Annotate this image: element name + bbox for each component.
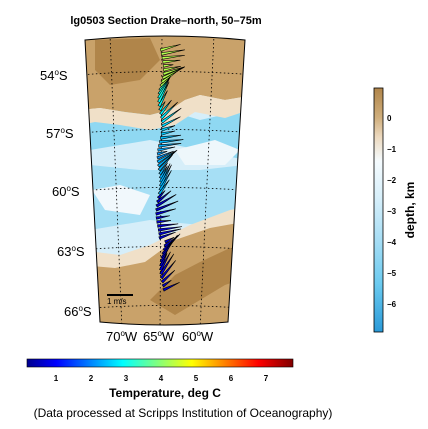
velocity-vector-2 bbox=[161, 55, 185, 60]
velocity-vector-18 bbox=[160, 107, 182, 124]
temp-tick-6: 6 bbox=[229, 374, 234, 383]
depth-ticks: 0 −1 −2 −3 −4 −5 −6 bbox=[387, 114, 397, 309]
velocity-vector-6 bbox=[162, 66, 185, 76]
temp-tick-1: 1 bbox=[54, 374, 59, 383]
velocity-vector-5 bbox=[162, 66, 181, 72]
lat-label-66: 66oS bbox=[64, 304, 92, 319]
velocity-vector-34 bbox=[158, 164, 172, 188]
deep-ocean-band-2 bbox=[90, 165, 245, 230]
velocity-vector-48 bbox=[164, 236, 175, 244]
velocity-vector-20 bbox=[161, 125, 176, 132]
temp-tick-3: 3 bbox=[124, 374, 129, 383]
velocity-vector-39 bbox=[155, 194, 177, 208]
velocity-vector-19 bbox=[161, 116, 181, 128]
map-frame bbox=[84, 35, 246, 326]
lat-label-54: 54oS bbox=[40, 68, 68, 83]
latitude-labels: 54oS 57oS 60oS 63oS 66oS bbox=[40, 68, 92, 319]
shallow-ocean-patch-2 bbox=[175, 140, 240, 165]
velocity-vector-25 bbox=[157, 146, 176, 152]
temp-tick-7: 7 bbox=[264, 374, 269, 383]
temperature-colorbar-label: Temperature, deg C bbox=[109, 386, 221, 400]
map-panel: 1 m/s bbox=[85, 36, 245, 325]
velocity-vector-24 bbox=[158, 143, 182, 148]
lat-label-60: 60oS bbox=[52, 184, 80, 199]
depth-tick-6: −6 bbox=[387, 300, 397, 309]
velocity-vector-33 bbox=[159, 163, 171, 184]
velocity-vector-12 bbox=[157, 76, 171, 100]
depth-tick-1: −1 bbox=[387, 145, 397, 154]
south-america-highland bbox=[95, 38, 160, 85]
credit-line: (Data processed at Scripps Institution o… bbox=[34, 406, 333, 420]
longitude-labels: 70oW 65oW 60oW bbox=[106, 329, 214, 344]
velocity-vector-32 bbox=[158, 165, 168, 180]
velocity-vector-16 bbox=[159, 99, 172, 116]
velocity-vector-57 bbox=[159, 260, 176, 280]
lon-label-65: 65oW bbox=[143, 329, 175, 344]
lon-label-70: 70oW bbox=[106, 329, 138, 344]
velocity-vector-3 bbox=[162, 59, 181, 64]
velocity-vector-27 bbox=[156, 150, 174, 160]
temperature-colorbar: 1 2 3 4 5 6 7 Temperature, deg C bbox=[26, 358, 294, 400]
velocity-vector-40 bbox=[155, 200, 179, 212]
velocity-vector-55 bbox=[159, 251, 171, 272]
temp-tick-5: 5 bbox=[194, 374, 199, 383]
velocity-vector-36 bbox=[157, 179, 170, 196]
velocity-vector-42 bbox=[155, 215, 170, 220]
temperature-colorbar-gradient bbox=[26, 358, 294, 368]
velocity-vector-28 bbox=[156, 149, 178, 164]
velocity-vector-46 bbox=[158, 228, 182, 236]
velocity-vector-37 bbox=[156, 190, 166, 200]
temp-tick-4: 4 bbox=[159, 374, 164, 383]
antarctic-land bbox=[85, 220, 245, 325]
depth-tick-3: −3 bbox=[387, 207, 397, 216]
velocity-vector-0 bbox=[159, 44, 181, 52]
velocity-vector-45 bbox=[157, 226, 183, 232]
velocity-vector-14 bbox=[157, 90, 168, 108]
shallow-ocean-patch bbox=[92, 185, 150, 215]
depth-colorbar-label: depth, km bbox=[403, 182, 417, 239]
depth-tick-5: −5 bbox=[387, 269, 397, 278]
velocity-vector-59 bbox=[161, 279, 172, 288]
velocity-vector-31 bbox=[158, 162, 168, 176]
velocity-vector-15 bbox=[158, 101, 166, 112]
lat-label-63: 63oS bbox=[57, 244, 85, 259]
velocity-vectors bbox=[155, 44, 185, 292]
velocity-vector-30 bbox=[157, 154, 173, 172]
lon-label-60: 60oW bbox=[182, 329, 214, 344]
temp-tick-2: 2 bbox=[89, 374, 94, 383]
scale-label: 1 m/s bbox=[107, 297, 127, 306]
lat-label-57: 57oS bbox=[46, 126, 74, 141]
velocity-vector-23 bbox=[159, 139, 184, 144]
velocity-vector-41 bbox=[155, 208, 176, 216]
velocity-vector-38 bbox=[156, 190, 172, 204]
velocity-vector-26 bbox=[156, 151, 168, 156]
depth-tick-2: −2 bbox=[387, 176, 397, 185]
velocity-vector-4 bbox=[162, 64, 174, 68]
velocity-vector-35 bbox=[158, 170, 172, 192]
velocity-vector-29 bbox=[157, 150, 177, 168]
velocity-vector-21 bbox=[160, 130, 176, 136]
velocity-vector-22 bbox=[160, 134, 182, 140]
depth-colorbar: 0 −1 −2 −3 −4 −5 −6 depth, km bbox=[373, 87, 417, 333]
velocity-vector-47 bbox=[158, 231, 176, 240]
velocity-vector-17 bbox=[160, 101, 178, 120]
velocity-vector-13 bbox=[157, 81, 170, 104]
depth-colorbar-gradient bbox=[373, 87, 384, 333]
depth-tick-0: 0 bbox=[387, 114, 392, 123]
temperature-ticks: 1 2 3 4 5 6 7 bbox=[54, 374, 269, 383]
velocity-vector-1 bbox=[160, 49, 185, 56]
velocity-vector-44 bbox=[157, 223, 179, 228]
velocity-vector-56 bbox=[159, 253, 175, 276]
velocity-vector-43 bbox=[156, 220, 171, 224]
depth-tick-4: −4 bbox=[387, 238, 397, 247]
velocity-vector-58 bbox=[160, 269, 176, 284]
velocity-vector-54 bbox=[159, 253, 168, 268]
velocity-vector-60 bbox=[162, 282, 180, 292]
map-title: lg0503 Section Drake–north, 50–75m bbox=[70, 15, 262, 27]
